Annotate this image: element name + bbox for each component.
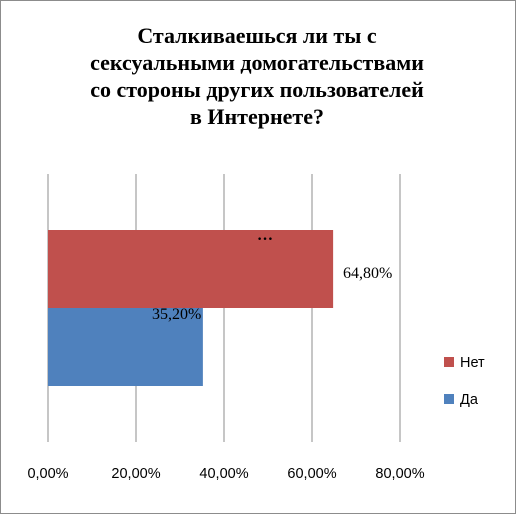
chart-title-line-2: сексуальными домогательствами: [90, 50, 424, 75]
legend-swatch-net: [444, 357, 454, 367]
annotation-ellipsis: …: [257, 227, 273, 244]
data-label-da: 35,20%: [152, 306, 201, 323]
legend-label-net: Нет: [460, 355, 485, 371]
bar-da: [48, 308, 203, 386]
chart-title-line-4: в Интернете?: [190, 104, 324, 129]
x-tick-label: 40,00%: [199, 466, 248, 482]
legend-label-da: Да: [460, 392, 479, 408]
chart-title-line-1: Сталкиваешься ли ты с: [137, 23, 377, 48]
data-label-net: 64,80%: [343, 265, 392, 282]
x-tick-label: 20,00%: [111, 466, 160, 482]
legend-swatch-da: [444, 394, 454, 404]
x-tick-label: 60,00%: [287, 466, 336, 482]
x-tick-label: 80,00%: [375, 466, 424, 482]
chart-title: Сталкиваешься ли ты с сексуальными домог…: [40, 22, 474, 130]
bar-net: [48, 230, 334, 308]
x-tick-label: 0,00%: [27, 466, 68, 482]
chart-title-line-3: со стороны других пользователей: [90, 77, 424, 102]
